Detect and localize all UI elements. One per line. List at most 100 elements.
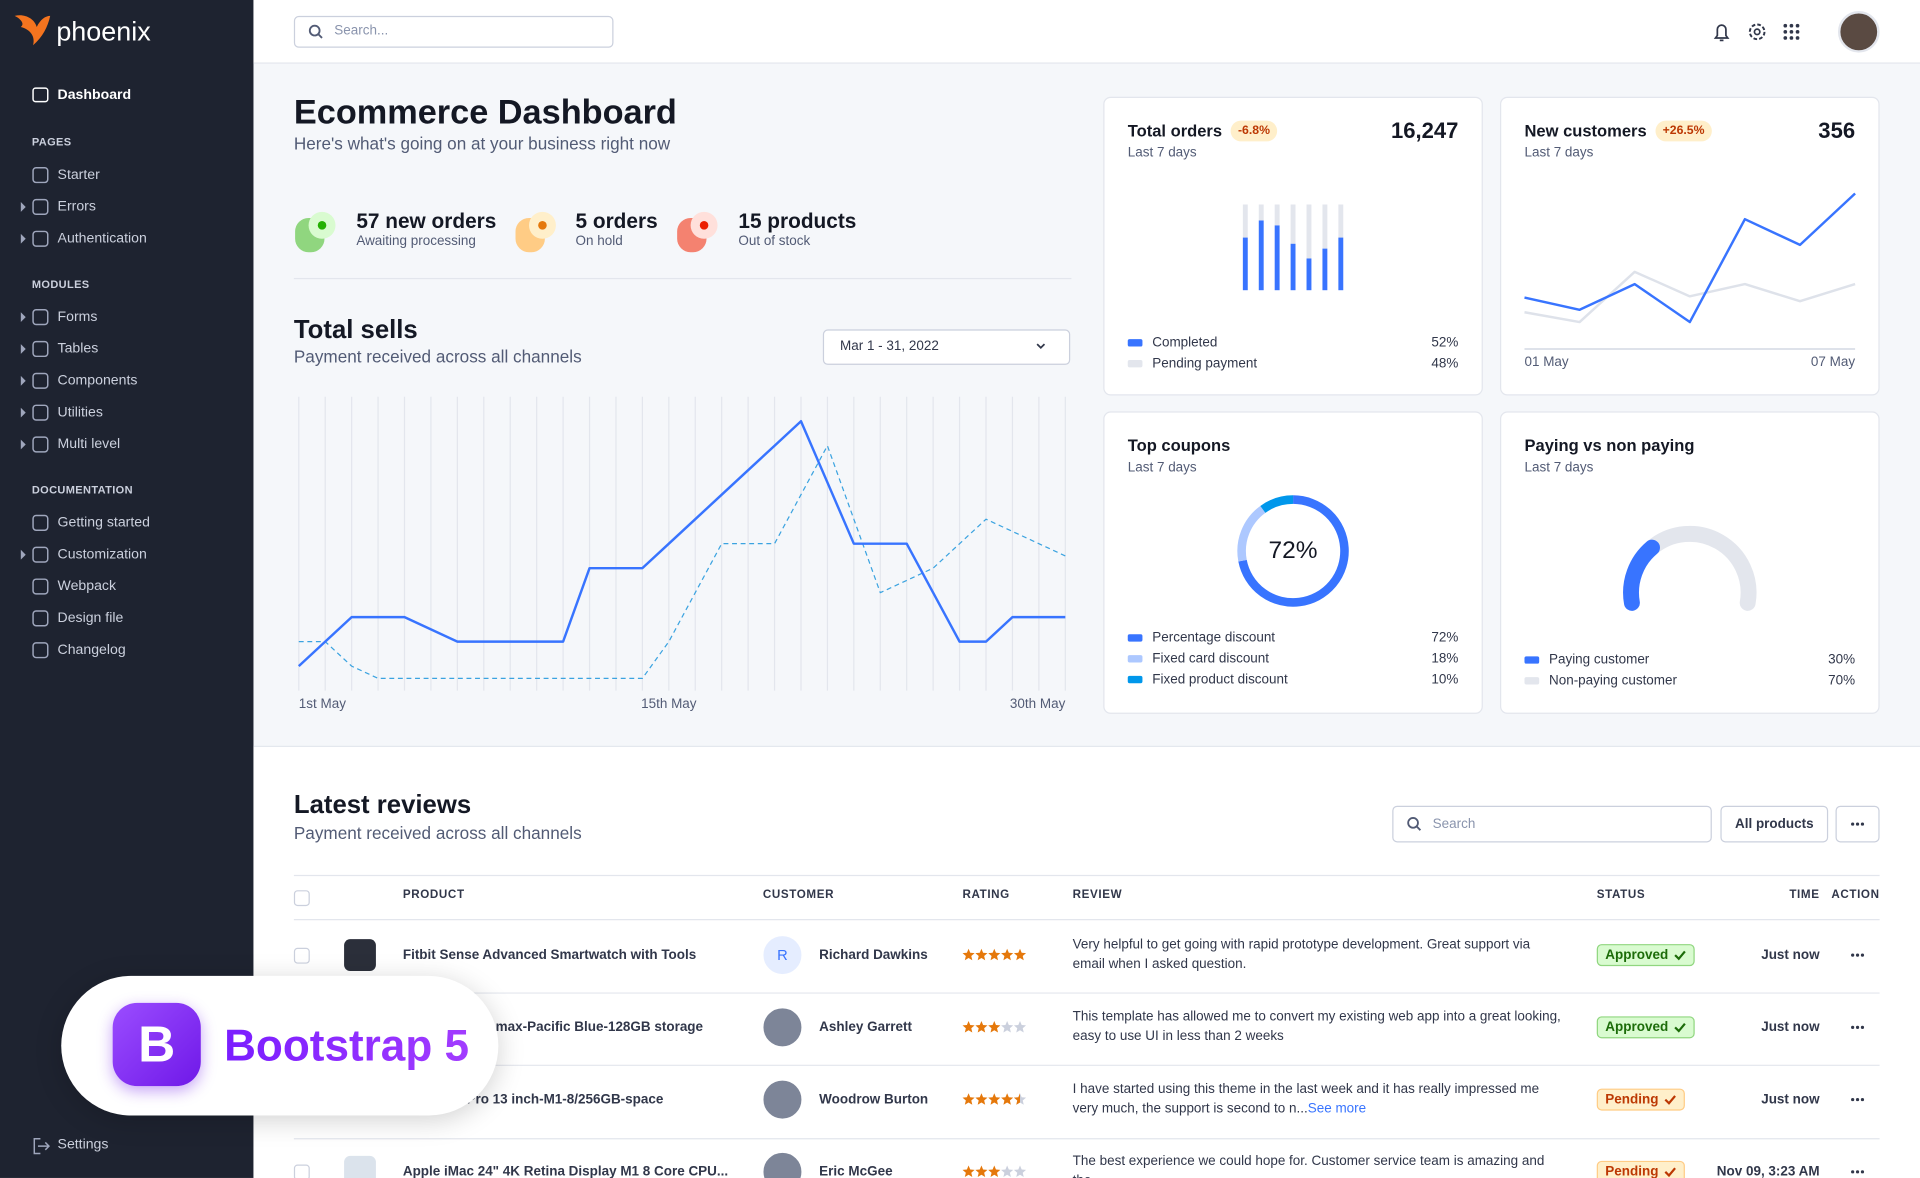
customer-name[interactable]: Ashley Garrett (819, 1020, 913, 1035)
nav-item[interactable]: Forms (57, 309, 98, 325)
line-series (298, 445, 1066, 679)
nav-item[interactable]: Starter (57, 167, 100, 183)
nav-icon (32, 198, 49, 216)
rating-star (962, 1093, 975, 1105)
customer-name[interactable]: Richard Dawkins (819, 947, 928, 963)
nav-item[interactable]: Getting started (57, 515, 150, 531)
action-dot (1855, 953, 1860, 957)
date-range-label[interactable]: Mar 1 - 31, 2022 (840, 339, 939, 354)
nav-item[interactable]: Webpack (57, 579, 117, 594)
review-text: Very helpful to get going with rapid pro… (1072, 937, 1531, 972)
card-header: Paying vs non paying (1524, 437, 1694, 455)
nav-icon (32, 230, 49, 247)
review-time: Just now (1761, 947, 1820, 963)
nav-icon (32, 309, 49, 326)
action-dot (1851, 1025, 1855, 1029)
checkbox (293, 1164, 310, 1178)
card-subtitle: Last 7 days (1127, 145, 1197, 161)
apps-icon (1789, 23, 1794, 28)
legend-swatch (1524, 656, 1540, 664)
legend-value: 48% (1431, 356, 1459, 372)
apps-icon (1795, 30, 1800, 34)
nav-item[interactable]: Utilities (57, 405, 103, 420)
chevron-icon (1036, 343, 1046, 349)
legend-swatch (1524, 677, 1540, 685)
rating-star (988, 948, 1001, 961)
nav-item[interactable]: Authentication (57, 231, 147, 247)
see-more-link[interactable]: See more (1307, 1100, 1367, 1116)
action-dot (1851, 1170, 1855, 1174)
nav-section-title: DOCUMENTATION (31, 483, 133, 496)
badge-label: Bootstrap 5 (224, 1020, 470, 1071)
column-header[interactable]: CUSTOMER (762, 888, 835, 902)
bar (1322, 204, 1328, 249)
status-icon (1674, 950, 1687, 961)
status-icon (1674, 950, 1687, 961)
column-header[interactable]: REVIEW (1072, 888, 1123, 902)
rating-star (988, 1093, 1001, 1105)
status-badge: Pending (1596, 1088, 1686, 1111)
gauge-segment (1644, 525, 1757, 611)
x-tick-label: 07 May (1810, 355, 1856, 370)
nav-item[interactable]: Customization (57, 547, 147, 563)
customer-name[interactable]: Woodrow Burton (819, 1092, 929, 1107)
nav-icon (32, 167, 49, 184)
bar (1290, 204, 1296, 244)
product-name[interactable]: Fitbit Sense Advanced Smartwatch with To… (402, 947, 697, 963)
nav-item[interactable]: Tables (57, 341, 99, 357)
apps-icon (1789, 36, 1794, 40)
column-header[interactable]: STATUS (1596, 888, 1646, 902)
change-badge: +26.5% (1655, 120, 1712, 142)
badge-icon: B (112, 1002, 201, 1087)
donut-segment (1260, 495, 1294, 513)
customer-avatar (762, 934, 803, 976)
card-total: 16,247 (1390, 118, 1459, 143)
column-header[interactable]: TIME (1789, 888, 1820, 902)
review-time: Just now (1761, 1020, 1820, 1035)
product-name[interactable]: Apple iMac 24" 4K Retina Display M1 8 Co… (402, 1164, 729, 1178)
nav-item[interactable]: Changelog (57, 642, 126, 658)
column-header[interactable]: RATING (962, 888, 1010, 902)
donut-segment (1238, 495, 1349, 607)
nav-icon (32, 514, 49, 531)
action-dot (1860, 1025, 1865, 1029)
nav-item[interactable]: Settings (57, 1137, 109, 1153)
nav-caret (20, 407, 26, 418)
legend-swatch (1127, 339, 1143, 347)
avatar-initial: R (777, 946, 788, 964)
search-icon (1407, 817, 1419, 829)
apps-icon (1783, 23, 1788, 28)
nav-caret (20, 344, 26, 354)
donut-segment (1237, 505, 1266, 562)
card-subtitle: Last 7 days (1127, 460, 1197, 476)
nav-item[interactable]: Multi level (57, 437, 121, 452)
nav-item[interactable]: Errors (57, 199, 96, 215)
x-tick-label: 15th May (641, 696, 697, 712)
action-dot (1855, 1170, 1860, 1174)
search-box[interactable] (293, 15, 614, 48)
review-search-box[interactable] (1392, 805, 1712, 843)
notification-icon (1713, 24, 1730, 42)
review-time: Nov 09, 3:23 AM (1716, 1164, 1820, 1178)
brand: phoenix (56, 15, 151, 47)
product-filter-button[interactable] (1720, 805, 1829, 843)
date-range-select[interactable] (822, 329, 1071, 365)
rating-star (1013, 1165, 1027, 1177)
column-header[interactable]: PRODUCT (402, 888, 465, 902)
customer-name[interactable]: Eric McGee (819, 1164, 893, 1178)
nav-item[interactable]: Components (57, 373, 138, 389)
action-dot (1860, 1098, 1865, 1102)
x-tick-label: 30th May (1009, 696, 1066, 712)
apps-icon (1789, 30, 1794, 34)
more-dot (1860, 822, 1865, 826)
button-label[interactable]: All products (1734, 816, 1814, 832)
nav-item[interactable]: Dashboard (57, 88, 132, 103)
legend-value: 10% (1431, 672, 1459, 687)
search-icon (317, 33, 323, 39)
gauge-segment (1623, 539, 1660, 611)
status-icon (1665, 1167, 1677, 1178)
user-avatar (1837, 11, 1880, 53)
nav-item[interactable]: Design file (57, 611, 124, 626)
